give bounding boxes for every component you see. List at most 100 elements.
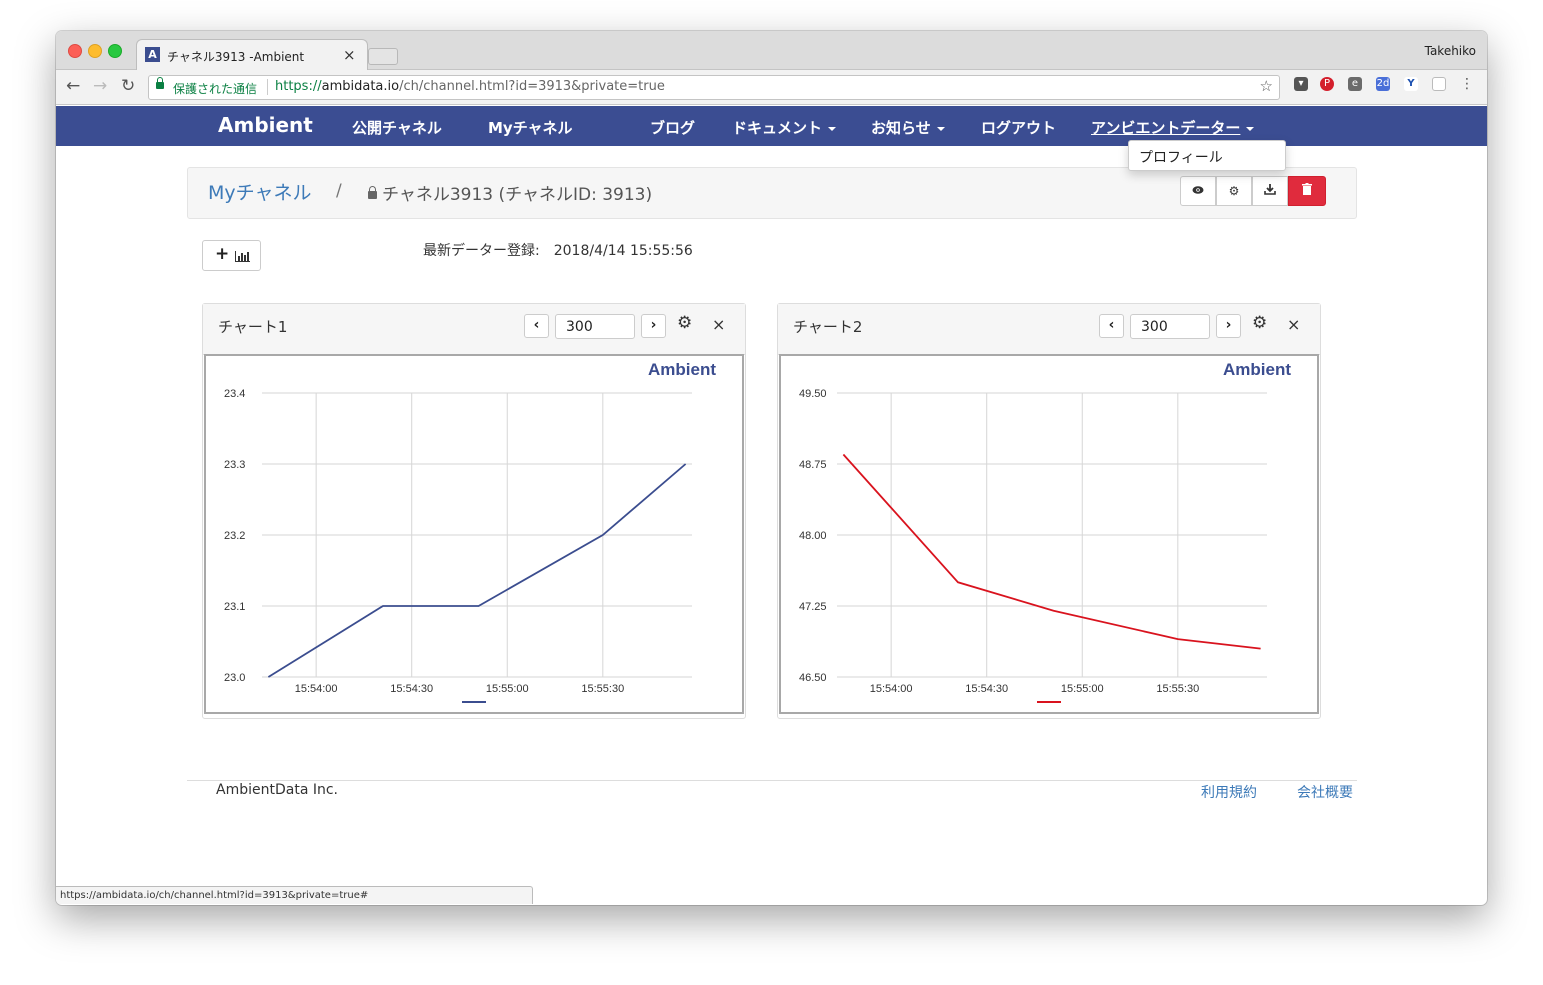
download-icon	[1264, 184, 1276, 195]
y-tick-label: 23.3	[224, 459, 245, 471]
series-line	[267, 463, 687, 678]
view-button[interactable]	[1180, 176, 1216, 206]
url-separator	[267, 79, 268, 95]
chart-settings-icon[interactable]: ⚙	[677, 313, 693, 333]
series-line	[842, 453, 1261, 650]
bookmark-star-icon[interactable]: ☆	[1259, 77, 1273, 95]
calendar-icon[interactable]: 2d	[1376, 77, 1390, 91]
chevron-right-icon: ›	[650, 317, 657, 333]
zoom-window-button[interactable]	[108, 44, 122, 58]
url-scheme: https://	[275, 79, 322, 94]
ambient-favicon-icon: A	[145, 47, 160, 62]
trash-icon	[1302, 183, 1312, 195]
y-tick-label: 47.25	[799, 601, 827, 613]
chart-panel-2: チャート2 ‹ › ⚙ × Ambient 46.50 47.25 48.00 48.7…	[777, 303, 1321, 719]
nav-public-channels[interactable]: 公開チャネル	[352, 119, 442, 137]
x-tick-label: 15:55:00	[486, 683, 529, 695]
last-data-value: 2018/4/14 15:55:56	[553, 243, 693, 259]
add-chart-button[interactable]: +	[202, 240, 261, 271]
breadcrumb-my-channels-link[interactable]: Myチャネル	[208, 182, 312, 204]
x-tick-label: 15:54:30	[965, 683, 1008, 695]
next-range-button[interactable]: ›	[641, 314, 666, 338]
x-tick-label: 15:54:00	[870, 683, 913, 695]
chart-plot-area: Ambient 46.50 47.25 48.00 48.75 49.50 15:54:00…	[779, 354, 1319, 714]
prev-range-button[interactable]: ‹	[524, 314, 549, 338]
y-tick-label: 48.75	[799, 459, 827, 471]
site-navbar: Ambient 公開チャネル Myチャネル ブログ ドキュメント お知らせ ログ…	[56, 106, 1487, 146]
reload-icon[interactable]: ↻	[121, 76, 136, 96]
y-extension-icon[interactable]: Y	[1404, 77, 1418, 91]
chart-svg: Ambient 46.50 47.25 48.00 48.75 49.50 15:54:00…	[799, 360, 1291, 703]
y-tick-label: 46.50	[799, 672, 827, 684]
footer-terms-link[interactable]: 利用規約	[1201, 785, 1257, 801]
nav-logout[interactable]: ログアウト	[981, 119, 1057, 137]
chart-header: チャート1 ‹ › ⚙ ×	[203, 304, 745, 355]
url-text: https://ambidata.io/ch/channel.html?id=3…	[275, 79, 665, 94]
pinterest-icon[interactable]: P	[1320, 77, 1334, 91]
url-path: /ch/channel.html?id=3913&private=true	[399, 79, 665, 94]
chart-plot-area: Ambient 23.0 23.1 23.2 23.3 23.4 15:54:00 15:54…	[204, 354, 744, 714]
gear-icon: ⚙	[1228, 184, 1240, 198]
download-button[interactable]	[1252, 176, 1288, 206]
breadcrumb-current: チャネル3913 (チャネルID: 3913)	[368, 180, 652, 205]
range-input[interactable]	[555, 314, 635, 339]
breadcrumb-separator: /	[336, 181, 342, 201]
footer-company: AmbientData Inc.	[216, 782, 338, 798]
nav-news-label: お知らせ	[871, 119, 931, 137]
profile-name[interactable]: Takehiko	[1424, 44, 1476, 58]
nav-news[interactable]: お知らせ	[871, 117, 945, 138]
url-host: ambidata.io	[321, 79, 400, 94]
secure-label: 保護された通信	[173, 82, 258, 96]
chevron-left-icon: ‹	[533, 317, 540, 333]
status-bar-url: https://ambidata.io/ch/channel.html?id=3…	[56, 886, 533, 904]
delete-button[interactable]	[1288, 176, 1326, 206]
x-tick-label: 15:55:30	[581, 683, 624, 695]
minimize-window-button[interactable]	[88, 44, 102, 58]
page-extension-icon[interactable]	[1432, 77, 1446, 91]
range-input[interactable]	[1130, 314, 1210, 339]
y-tick-label: 23.4	[224, 388, 245, 400]
browser-toolbar: ← → ↻ 保護された通信 https://ambidata.io/ch/cha…	[56, 70, 1487, 105]
title-bar: A チャネル3913 -Ambient × Takehiko	[56, 31, 1487, 71]
y-tick-label: 48.00	[799, 530, 827, 542]
tab-close-icon[interactable]: ×	[343, 46, 356, 64]
back-arrow-icon[interactable]: ←	[66, 76, 81, 96]
nav-documents[interactable]: ドキュメント	[732, 117, 837, 138]
new-tab-button[interactable]	[368, 48, 398, 65]
settings-button[interactable]: ⚙	[1216, 176, 1252, 206]
x-tick-label: 15:54:30	[390, 683, 433, 695]
forward-arrow-icon[interactable]: →	[93, 76, 108, 96]
evernote-icon[interactable]: e	[1348, 77, 1362, 91]
footer-company-link[interactable]: 会社概要	[1297, 785, 1353, 801]
chart-close-icon[interactable]: ×	[1287, 315, 1301, 334]
close-window-button[interactable]	[68, 44, 82, 58]
caret-down-icon	[1246, 126, 1255, 131]
brand-logo[interactable]: Ambient	[218, 113, 313, 137]
nav-my-channels[interactable]: Myチャネル	[488, 119, 573, 137]
ambient-watermark: Ambient	[648, 360, 716, 379]
last-data-info: 最新データー登録: 2018/4/14 15:55:56	[423, 240, 693, 260]
chart-settings-icon[interactable]: ⚙	[1252, 313, 1268, 333]
eye-icon	[1192, 186, 1204, 194]
prev-range-button[interactable]: ‹	[1099, 314, 1124, 338]
chevron-right-icon: ›	[1225, 317, 1232, 333]
chart-close-icon[interactable]: ×	[712, 315, 726, 334]
menu-dots-icon[interactable]: ⋮	[1460, 76, 1474, 92]
y-tick-label: 23.2	[224, 530, 245, 542]
nav-blog[interactable]: ブログ	[650, 119, 696, 137]
dropdown-profile-item[interactable]: プロフィール	[1139, 150, 1223, 166]
footer-divider	[187, 780, 1357, 781]
browser-tab[interactable]: A チャネル3913 -Ambient ×	[136, 39, 368, 71]
address-bar[interactable]: 保護された通信 https://ambidata.io/ch/channel.h…	[148, 75, 1280, 100]
next-range-button[interactable]: ›	[1216, 314, 1241, 338]
chart-title: チャート2	[793, 318, 863, 336]
chart-svg: Ambient 23.0 23.1 23.2 23.3 23.4 15:54:00 15:54…	[224, 360, 716, 703]
x-tick-label: 15:54:00	[295, 683, 338, 695]
ambient-watermark: Ambient	[1223, 360, 1291, 379]
private-lock-icon	[368, 186, 377, 199]
y-tick-label: 23.1	[224, 601, 245, 613]
pocket-icon[interactable]: ▾	[1294, 77, 1308, 91]
nav-documents-label: ドキュメント	[732, 119, 823, 137]
x-tick-label: 15:55:00	[1061, 683, 1104, 695]
nav-user-menu[interactable]: アンビエントデーター	[1091, 117, 1255, 138]
